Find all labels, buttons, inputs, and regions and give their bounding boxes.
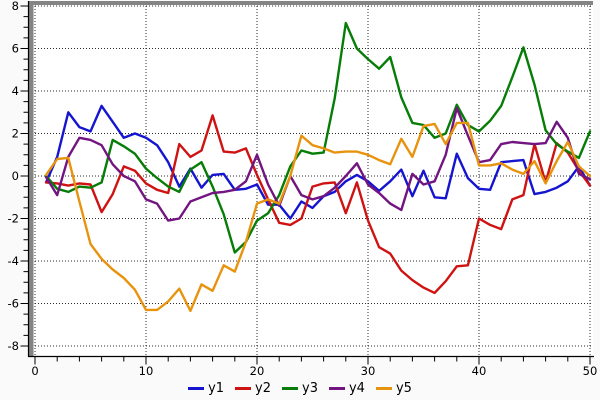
plot-canvas[interactable] bbox=[29, 1, 593, 356]
x-tick-label: 30 bbox=[361, 364, 376, 378]
legend-item-y2: y2 bbox=[235, 382, 271, 395]
y-tick-label: 2 bbox=[12, 127, 19, 141]
legend-swatch-y1 bbox=[188, 386, 205, 390]
y-tick-label: 4 bbox=[12, 84, 19, 98]
legend-label: y1 bbox=[208, 380, 225, 396]
legend-label: y4 bbox=[348, 380, 365, 396]
y-tick-label: -8 bbox=[8, 339, 19, 353]
legend-label: y5 bbox=[395, 380, 412, 396]
x-tick-label: 40 bbox=[472, 364, 487, 378]
y-tick-label: 8 bbox=[12, 0, 19, 13]
legend-swatch-y5 bbox=[375, 386, 392, 390]
y-tick-label: 6 bbox=[12, 42, 19, 56]
legend-item-y5: y5 bbox=[375, 380, 412, 396]
series-line-y5 bbox=[44, 121, 592, 313]
y-tick-label: 0 bbox=[12, 169, 19, 183]
series-line-y1 bbox=[44, 104, 592, 220]
x-tick-labels: 0 10 20 30 40 50 bbox=[31, 364, 597, 378]
chart-legend: y1 y2 y3 y4 y5 bbox=[0, 378, 600, 398]
legend-swatch-y3 bbox=[282, 386, 299, 390]
y-tick-label: -4 bbox=[8, 254, 19, 268]
canvas-frame-top bbox=[29, 1, 593, 5]
series-line-y2 bbox=[44, 114, 592, 295]
axes bbox=[27, 1, 594, 358]
ticks bbox=[20, 5, 591, 365]
series-line-y3 bbox=[44, 21, 592, 254]
series-line-y4 bbox=[44, 106, 592, 222]
y-tick-label: -2 bbox=[8, 212, 19, 226]
legend-item-y3: y3 bbox=[282, 382, 318, 395]
canvas-frame-left bbox=[29, 1, 34, 356]
legend-swatch-y4 bbox=[328, 386, 345, 390]
legend-label: y3 bbox=[302, 380, 318, 396]
x-tick-label: 50 bbox=[583, 364, 598, 378]
x-tick-label: 20 bbox=[250, 364, 265, 378]
y-tick-labels: -8 -6 -4 -2 0 2 4 6 8 bbox=[8, 0, 19, 353]
legend-label: y2 bbox=[255, 380, 272, 396]
y-tick-label: -6 bbox=[8, 297, 19, 311]
x-tick-label: 10 bbox=[139, 364, 154, 378]
legend-swatch-y2 bbox=[235, 386, 252, 390]
legend-item-y1: y1 bbox=[188, 382, 224, 395]
x-tick-label: 0 bbox=[31, 364, 38, 378]
legend-item-y4: y4 bbox=[328, 380, 365, 396]
